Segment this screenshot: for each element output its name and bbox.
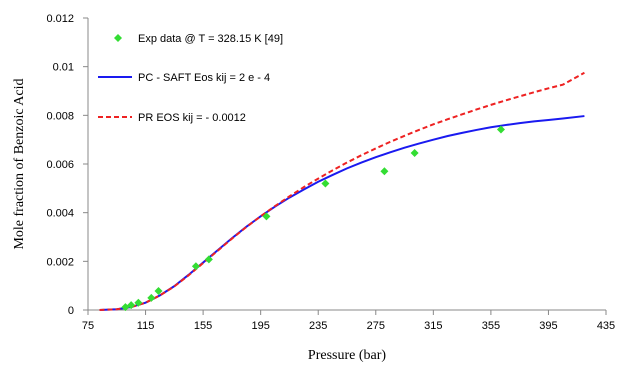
y-tick-label: 0.004 [46,208,74,220]
exp-data-point [410,149,419,158]
exp-data-point [262,212,271,221]
x-tick-label: 395 [539,320,557,332]
x-tick-label: 435 [597,320,615,332]
exp-data-point [147,293,156,302]
x-tick-label: 235 [309,320,327,332]
y-tick-label: 0.002 [46,256,74,268]
x-tick-label: 115 [137,320,155,332]
x-tick-label: 75 [82,320,94,332]
y-tick-label: 0.012 [46,13,74,25]
axes [87,18,606,311]
pc-saft-curve [99,115,585,311]
exp-data-point [134,298,143,307]
exp-data-point [380,167,389,176]
y-axis-title: Mole fraction of Benzoic Acid [12,78,27,249]
y-tick-label: 0.01 [53,62,74,74]
x-axis-title: Pressure (bar) [308,348,386,363]
exp-data-point [127,301,136,310]
legend-label-exp: Exp data @ T = 328.15 K [49] [138,33,283,45]
ticks: 75 115 155 195 235 275 315 355 395 435 0 0.002 0.004… [46,13,615,332]
y-tick-label: 0.008 [46,110,74,122]
legend: Exp data @ T = 328.15 K [49] PC - SAFT Eo… [98,33,283,124]
x-tick-label: 195 [251,320,269,332]
exp-data-point [191,262,200,271]
pr-eos-curve [99,71,585,311]
legend-label-pc-saft: PC - SAFT Eos kij = 2 e - 4 [138,72,270,84]
exp-data-point [121,303,130,312]
x-tick-label: 275 [367,320,385,332]
exp-data-point [321,179,330,188]
exp-data-point [204,255,213,264]
y-tick-label: 0.006 [46,159,74,171]
x-tick-label: 355 [482,320,500,332]
legend-label-pr-eos: PR EOS kij = - 0.0012 [138,112,246,124]
exp-data-point [154,287,163,296]
exp-data-point [496,125,505,134]
legend-marker-exp [114,34,122,42]
x-tick-label: 315 [424,320,442,332]
y-tick-label: 0 [68,305,74,317]
plot-area [99,71,585,312]
x-tick-label: 155 [194,320,212,332]
